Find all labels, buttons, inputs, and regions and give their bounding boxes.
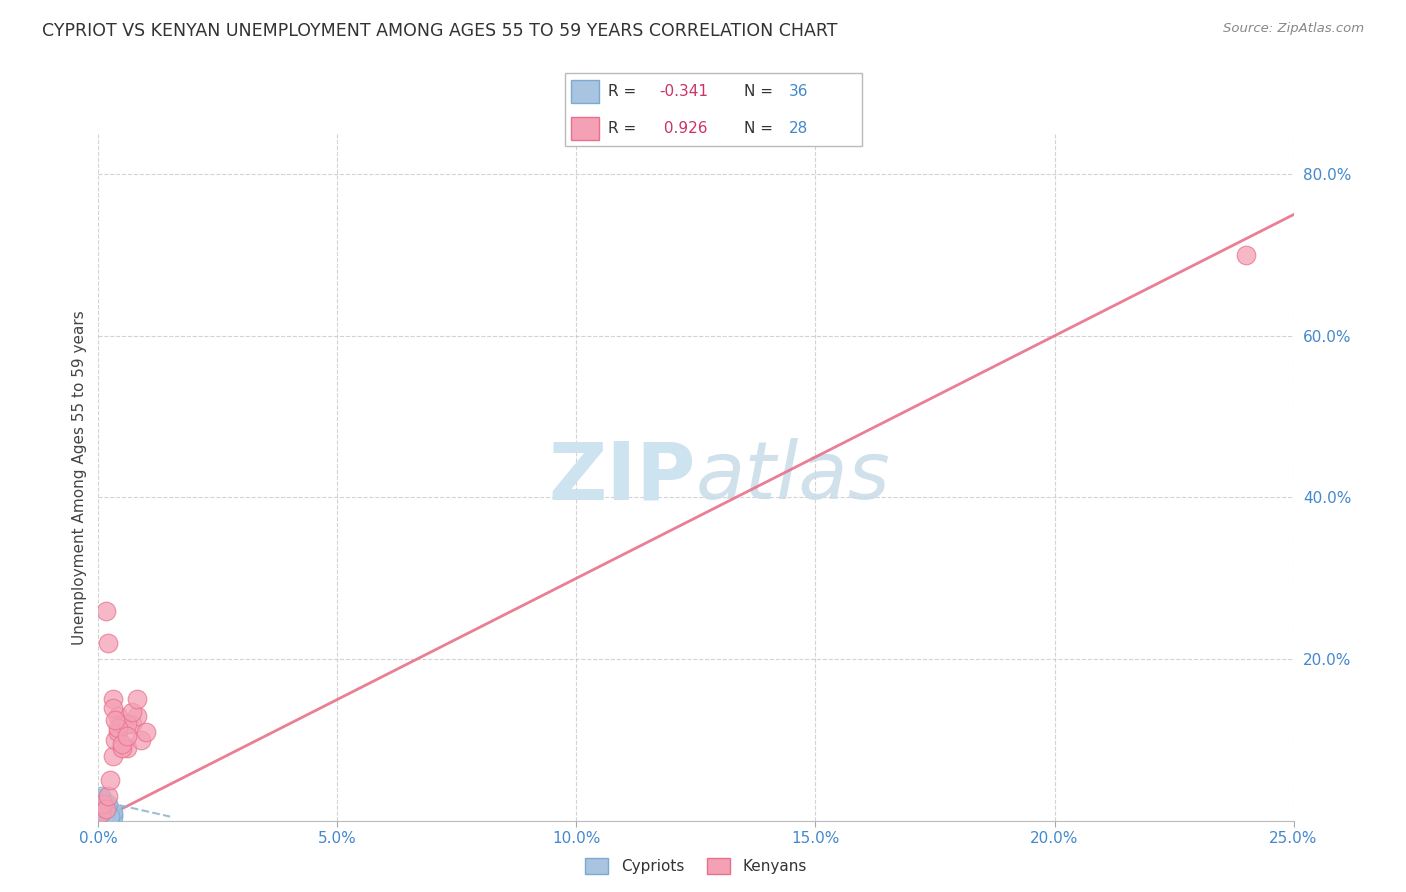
Point (107, 708, 129, 723)
Point (97, 805, 120, 819)
Point (96, 806, 118, 821)
Point (94, 603, 117, 617)
Point (91, 803, 114, 817)
Legend: Cypriots, Kenyans: Cypriots, Kenyans (578, 850, 814, 881)
Point (91, 797, 114, 812)
Point (101, 692, 124, 706)
Point (90, 793, 112, 807)
Point (90, 805, 112, 820)
Point (101, 810, 124, 824)
Point (104, 713, 127, 727)
Point (91, 809, 114, 823)
Point (97, 811, 120, 825)
Point (96, 798, 118, 813)
Point (91, 804, 114, 818)
Point (111, 737, 134, 751)
Point (125, 708, 148, 723)
Point (107, 721, 129, 735)
Text: atlas: atlas (696, 438, 891, 516)
Y-axis label: Unemployment Among Ages 55 to 59 years: Unemployment Among Ages 55 to 59 years (72, 310, 87, 645)
Point (94, 801, 117, 815)
Point (111, 716, 134, 731)
Point (97, 636, 120, 650)
Point (98, 803, 122, 817)
Point (1234, 248, 1257, 262)
Text: 28: 28 (789, 120, 808, 136)
Point (94, 809, 117, 823)
Point (94, 807, 117, 822)
Point (90, 801, 112, 815)
Point (91, 791, 114, 805)
Point (131, 732, 153, 747)
Text: 36: 36 (789, 85, 808, 99)
Point (97, 810, 120, 824)
Point (91, 796, 114, 810)
Point (91, 799, 114, 814)
Point (97, 797, 120, 811)
Bar (571, 117, 599, 140)
Bar (571, 80, 599, 103)
Point (135, 724, 157, 739)
Text: R =: R = (607, 120, 636, 136)
Point (101, 808, 124, 822)
Point (98, 773, 122, 788)
Point (97, 789, 120, 804)
Point (96, 802, 118, 816)
Point (121, 705, 143, 719)
Point (101, 805, 124, 819)
Point (107, 724, 129, 739)
Text: CYPRIOT VS KENYAN UNEMPLOYMENT AMONG AGES 55 TO 59 YEARS CORRELATION CHART: CYPRIOT VS KENYAN UNEMPLOYMENT AMONG AGE… (42, 22, 838, 40)
Point (101, 749, 124, 764)
Point (98, 809, 122, 823)
Text: R =: R = (607, 85, 636, 99)
Point (101, 700, 124, 714)
Point (91, 806, 114, 821)
Point (97, 811, 120, 825)
Point (90, 789, 112, 804)
Point (91, 812, 114, 826)
Point (93, 807, 115, 822)
Point (115, 740, 138, 755)
Point (97, 809, 120, 823)
Point (90, 805, 112, 820)
Text: N =: N = (744, 120, 773, 136)
Point (94, 801, 117, 815)
Point (125, 692, 148, 706)
Point (94, 807, 117, 822)
Point (97, 800, 120, 814)
Point (104, 732, 127, 747)
Text: 0.926: 0.926 (659, 120, 707, 136)
Point (115, 716, 138, 731)
Text: N =: N = (744, 85, 773, 99)
FancyBboxPatch shape (565, 73, 862, 145)
Point (121, 716, 143, 731)
Point (90, 797, 112, 812)
Text: -0.341: -0.341 (659, 85, 709, 99)
Point (115, 729, 138, 743)
Point (98, 809, 122, 823)
Text: ZIP: ZIP (548, 438, 696, 516)
Text: Source: ZipAtlas.com: Source: ZipAtlas.com (1223, 22, 1364, 36)
Point (93, 810, 115, 824)
Point (93, 808, 115, 822)
Point (111, 740, 134, 755)
